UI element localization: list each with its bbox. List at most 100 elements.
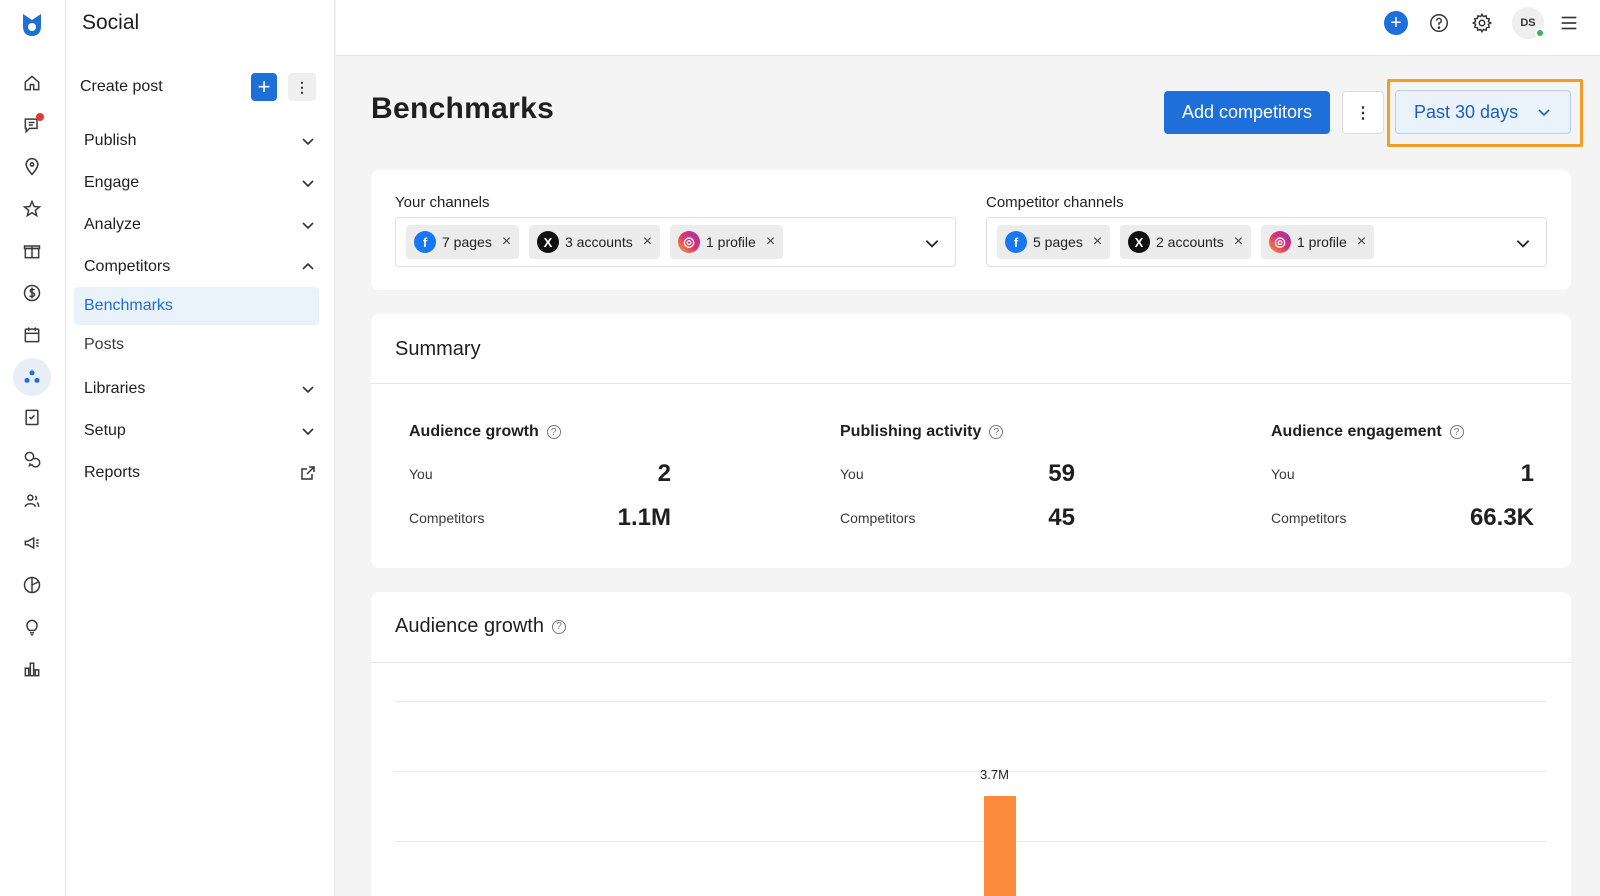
nav-item-label: Analyze (84, 216, 141, 233)
metric-competitors-value: 45 (1048, 504, 1075, 531)
divider (371, 662, 1571, 663)
x-twitter-icon: X (1128, 231, 1150, 253)
add-competitors-button[interactable]: Add competitors (1164, 91, 1330, 134)
help-icon[interactable]: ? (1449, 425, 1464, 439)
create-post-more-button[interactable]: ⋮ (288, 73, 316, 101)
chevron-down-icon (302, 180, 314, 188)
instagram-icon: ◎ (678, 231, 700, 253)
social-icon[interactable] (13, 358, 51, 396)
settings-gear-icon[interactable] (1469, 10, 1495, 36)
chip-label: 7 pages (442, 234, 492, 250)
logo-icon[interactable] (14, 6, 50, 42)
page-title: Benchmarks (371, 92, 555, 125)
channel-chip[interactable]: f 7 pages × (406, 225, 520, 259)
help-icon[interactable]: ? (546, 425, 561, 439)
channel-chip[interactable]: X 3 accounts × (529, 225, 661, 259)
chip-label: 1 profile (1297, 234, 1347, 250)
chevron-down-icon (1538, 109, 1550, 117)
channel-chip[interactable]: X 2 accounts × (1120, 225, 1252, 259)
channel-chip[interactable]: ◎ 1 profile × (670, 225, 784, 259)
external-link-icon (301, 466, 315, 480)
close-icon[interactable]: × (501, 233, 512, 250)
metric-competitors-label: Competitors (840, 510, 916, 526)
chevron-down-icon (302, 386, 314, 394)
nav-item-engage[interactable]: Engage (84, 168, 316, 198)
metric-competitors-value: 1.1M (617, 504, 671, 531)
messages-icon[interactable] (17, 110, 47, 140)
metric-you-value: 2 (657, 460, 671, 487)
dollar-icon[interactable] (17, 278, 47, 308)
lightbulb-icon[interactable] (17, 612, 47, 642)
notification-dot (36, 113, 44, 121)
date-range-label: Past 30 days (1414, 101, 1519, 122)
date-range-dropdown[interactable]: Past 30 days (1395, 90, 1571, 134)
nav-item-libraries[interactable]: Libraries (84, 374, 316, 404)
instagram-icon: ◎ (1269, 231, 1291, 253)
metric-title-label: Audience engagement (1271, 423, 1442, 440)
summary-title: Summary (395, 338, 481, 360)
users-icon[interactable] (17, 486, 47, 516)
nav-item-label: Competitors (84, 258, 171, 275)
megaphone-icon[interactable] (17, 528, 47, 558)
close-icon[interactable]: × (1092, 233, 1103, 250)
create-post-button[interactable]: + (251, 73, 277, 101)
close-icon[interactable]: × (642, 233, 653, 250)
nav-item-reports[interactable]: Reports (84, 458, 316, 488)
nav-item-publish[interactable]: Publish (84, 126, 316, 156)
metric-you-label: You (840, 466, 864, 482)
nav-sub-posts[interactable]: Posts (84, 336, 125, 353)
nav-item-label: Setup (84, 422, 126, 439)
metric-competitors-label: Competitors (1271, 510, 1347, 526)
chevron-down-icon[interactable] (1514, 234, 1532, 252)
more-options-button[interactable]: ⋮ (1342, 91, 1384, 134)
home-icon[interactable] (17, 68, 47, 98)
chevron-down-icon (302, 138, 314, 146)
checklist-icon[interactable] (17, 402, 47, 432)
facebook-icon: f (1005, 231, 1027, 253)
close-icon[interactable]: × (765, 233, 776, 250)
close-icon[interactable]: × (1233, 233, 1244, 250)
help-icon[interactable]: ? (989, 425, 1004, 439)
channel-chip[interactable]: f 5 pages × (997, 225, 1111, 259)
chart-bar[interactable] (984, 796, 1016, 896)
audience-growth-title: Audience growth? (395, 615, 566, 638)
metric-you-label: You (1271, 466, 1295, 482)
chip-label: 3 accounts (565, 234, 633, 250)
nav-item-label: Publish (84, 132, 137, 149)
nav-item-competitors[interactable]: Competitors (84, 252, 316, 282)
help-icon[interactable]: ? (551, 619, 566, 634)
help-icon[interactable] (1426, 10, 1452, 36)
competitor-channels-select[interactable]: f 5 pages × X 2 accounts × ◎ 1 profile × (986, 217, 1547, 267)
facebook-icon: f (414, 231, 436, 253)
highlight-box (1387, 79, 1583, 147)
nav-item-setup[interactable]: Setup (84, 416, 316, 446)
global-create-button[interactable]: + (1384, 11, 1408, 35)
your-channels-select[interactable]: f 7 pages × X 3 accounts × ◎ 1 profile × (395, 217, 956, 267)
online-status-dot (1535, 28, 1545, 38)
metric-title: Audience engagement? (1271, 423, 1464, 441)
star-icon[interactable] (17, 194, 47, 224)
calendar-icon[interactable] (17, 320, 47, 350)
channel-chip[interactable]: ◎ 1 profile × (1261, 225, 1375, 259)
nav-item-analyze[interactable]: Analyze (84, 210, 316, 240)
close-icon[interactable]: × (1356, 233, 1367, 250)
chart-gridline (395, 701, 1547, 702)
globe-icon[interactable] (17, 570, 47, 600)
nav-sub-benchmarks[interactable]: Benchmarks (74, 287, 319, 325)
metric-title-label: Publishing activity (840, 423, 982, 440)
metric-you-value: 59 (1048, 460, 1075, 487)
top-bar: + DS (336, 0, 1600, 56)
bar-chart-icon[interactable] (17, 654, 47, 684)
gift-icon[interactable] (17, 236, 47, 266)
location-pin-icon[interactable] (17, 152, 47, 182)
chat-bubbles-icon[interactable] (17, 444, 47, 474)
chart-gridline (395, 771, 1547, 772)
chevron-down-icon[interactable] (923, 234, 941, 252)
nav-item-label: Engage (84, 174, 140, 191)
chip-label: 1 profile (706, 234, 756, 250)
hamburger-menu-icon[interactable] (1556, 10, 1582, 36)
avatar[interactable]: DS (1512, 7, 1545, 39)
app-title: Social (82, 11, 140, 34)
audience-growth-card (371, 592, 1571, 896)
your-channels-label: Your channels (395, 194, 490, 211)
